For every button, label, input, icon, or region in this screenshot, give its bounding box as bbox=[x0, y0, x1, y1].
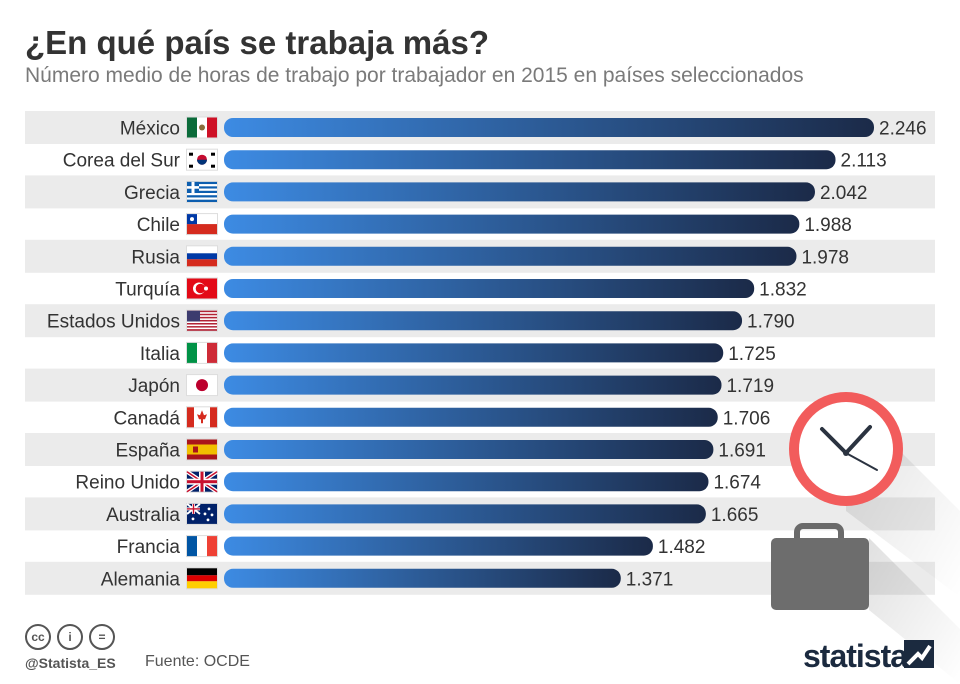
briefcase-icon bbox=[771, 523, 960, 684]
flag-greece-icon bbox=[186, 180, 218, 203]
bar bbox=[224, 407, 718, 427]
chart-row: Turquía 1.832 bbox=[115, 277, 807, 301]
bar bbox=[224, 150, 836, 170]
bar bbox=[224, 311, 743, 331]
no-derivatives-icon: = bbox=[89, 624, 115, 650]
data-label: 1.691 bbox=[718, 441, 766, 462]
category-label: Italia bbox=[140, 344, 181, 365]
category-label: Corea del Sur bbox=[63, 151, 181, 172]
data-label: 1.988 bbox=[804, 215, 852, 236]
category-label: Canadá bbox=[113, 408, 180, 429]
bar bbox=[224, 536, 653, 556]
data-label: 1.725 bbox=[728, 344, 776, 365]
chart-row: Canadá 1.706 bbox=[113, 406, 770, 429]
bar bbox=[224, 182, 815, 202]
attribution-icon: i bbox=[57, 624, 83, 650]
flag-chile-icon bbox=[186, 213, 218, 236]
flag-italy-icon bbox=[186, 341, 218, 364]
chart-row: México 2.246 bbox=[25, 111, 935, 144]
clock-icon bbox=[789, 392, 960, 597]
category-label: Estados Unidos bbox=[47, 312, 180, 333]
chart-title: ¿En qué país se trabaja más? bbox=[25, 24, 489, 61]
category-label: Chile bbox=[137, 215, 180, 236]
chart-row: Estados Unidos 1.790 bbox=[25, 304, 935, 338]
flag-canada-icon bbox=[186, 406, 218, 429]
bar bbox=[224, 472, 709, 492]
flag-turkey-icon bbox=[186, 277, 218, 300]
chart-row: Reino Unido 1.674 bbox=[75, 470, 761, 494]
data-label: 1.790 bbox=[747, 312, 795, 333]
flag-japan-icon bbox=[186, 374, 218, 397]
flag-germany-icon bbox=[186, 567, 218, 590]
brand-mark-icon bbox=[904, 640, 934, 668]
cc-icon: cc bbox=[25, 624, 51, 650]
flag-australia-icon bbox=[186, 502, 218, 525]
bar bbox=[224, 568, 621, 588]
data-label: 1.719 bbox=[726, 376, 774, 397]
data-label: 1.978 bbox=[801, 247, 849, 268]
data-label: 2.246 bbox=[879, 119, 927, 140]
chart-row: Japón 1.719 bbox=[25, 368, 935, 402]
data-label: 2.113 bbox=[841, 151, 887, 172]
brand-logo[interactable]: statista bbox=[803, 638, 908, 674]
category-label: Rusia bbox=[131, 247, 180, 268]
flag-spain-icon bbox=[186, 438, 218, 461]
bar bbox=[224, 118, 874, 137]
category-label: México bbox=[120, 119, 180, 140]
chart-row: España 1.691 bbox=[25, 433, 935, 466]
category-label: Turquía bbox=[115, 280, 180, 301]
chart-row: Chile 1.988 bbox=[137, 213, 852, 236]
bar bbox=[224, 504, 706, 524]
bar bbox=[224, 343, 724, 363]
category-label: Australia bbox=[106, 505, 180, 526]
bar bbox=[224, 375, 722, 395]
data-label: 2.042 bbox=[820, 183, 868, 204]
flag-russia-icon bbox=[186, 245, 218, 268]
chart-subtitle: Número medio de horas de trabajo por tra… bbox=[25, 64, 804, 87]
chart-row: Grecia 2.042 bbox=[25, 175, 935, 209]
data-label: 1.371 bbox=[626, 569, 674, 590]
chart-row: Rusia 1.978 bbox=[25, 239, 935, 273]
license-icons: cc i = bbox=[25, 624, 115, 650]
bar bbox=[224, 214, 800, 234]
bar bbox=[224, 246, 797, 266]
flag-mexico-icon bbox=[186, 116, 218, 139]
bar bbox=[224, 440, 714, 459]
data-label: 1.482 bbox=[658, 537, 706, 558]
flag-uk-icon bbox=[185, 470, 219, 494]
category-label: España bbox=[116, 441, 181, 462]
chart-row: Corea del Sur 2.113 bbox=[63, 148, 887, 172]
data-label: 1.674 bbox=[713, 473, 761, 494]
category-label: Japón bbox=[128, 376, 180, 397]
category-label: Reino Unido bbox=[75, 473, 180, 494]
data-label: 1.665 bbox=[711, 505, 759, 526]
bar bbox=[224, 279, 755, 298]
data-label: 1.706 bbox=[723, 408, 771, 429]
category-label: Grecia bbox=[124, 183, 180, 204]
chart-row: Australia 1.665 bbox=[25, 497, 935, 531]
chart-row: Italia 1.725 bbox=[140, 341, 776, 365]
flag-usa-icon bbox=[186, 309, 218, 332]
category-label: Alemania bbox=[101, 569, 181, 590]
chart-row: Francia 1.482 bbox=[117, 535, 706, 558]
flag-south-korea-icon bbox=[186, 148, 218, 171]
flag-france-icon bbox=[186, 535, 218, 558]
social-handle[interactable]: @Statista_ES bbox=[25, 655, 116, 671]
data-label: 1.832 bbox=[759, 280, 807, 301]
category-label: Francia bbox=[117, 537, 181, 558]
source-note: Fuente: OCDE bbox=[145, 653, 250, 670]
